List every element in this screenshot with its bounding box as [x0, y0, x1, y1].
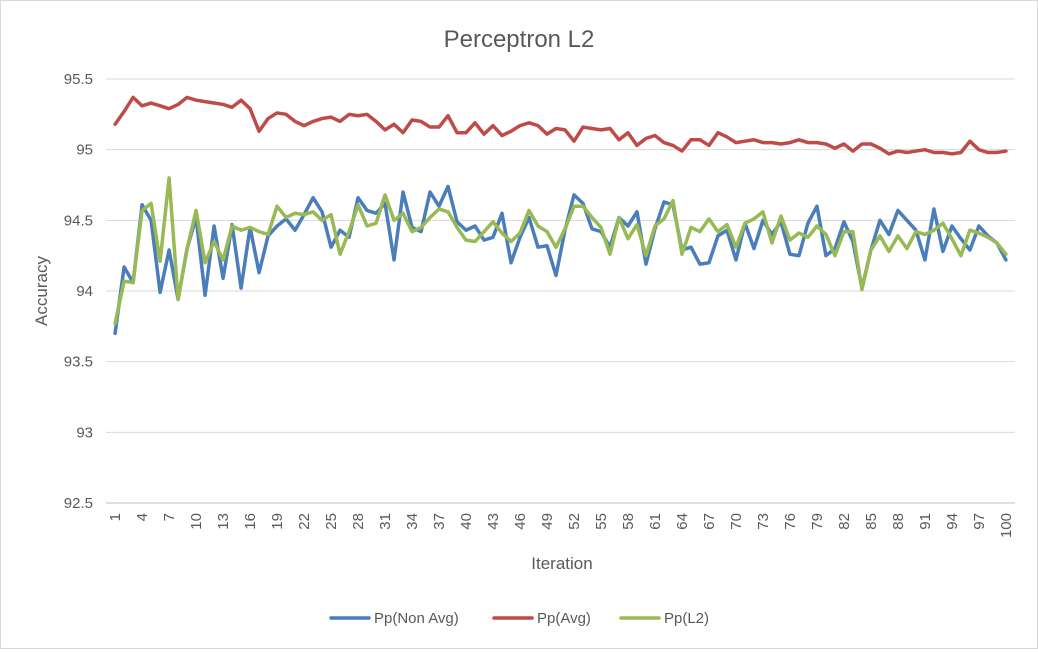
y-tick-label: 95.5: [64, 71, 93, 88]
x-tick-label: 55: [593, 513, 610, 530]
x-tick-label: 22: [296, 513, 313, 530]
legend: Pp(Non Avg) Pp(Avg) Pp(L2): [329, 610, 709, 627]
x-tick-label: 94: [944, 513, 961, 530]
x-tick-label: 58: [620, 513, 637, 530]
y-axis-ticks: 92.5 93 93.5 94 94.5 95 95.5: [64, 71, 93, 512]
x-tick-label: 79: [809, 513, 826, 530]
x-axis-ticks: 1 4 7 10 13 16 19 22 25 28 31 34 37 40 43 46 49 52 55 58 61 6…: [107, 513, 1015, 538]
y-tick-label: 93: [76, 424, 93, 441]
x-tick-label: 25: [323, 513, 340, 530]
legend-label: Pp(Non Avg): [374, 610, 459, 627]
x-tick-label: 97: [971, 513, 988, 530]
series-lines: [113, 95, 1008, 336]
x-tick-label: 76: [782, 513, 799, 530]
x-tick-label: 82: [836, 513, 853, 530]
y-tick-label: 95: [76, 142, 93, 159]
x-tick-label: 37: [431, 513, 448, 530]
y-axis-title: Accuracy: [32, 256, 51, 326]
y-tick-label: 94: [76, 283, 93, 300]
x-tick-label: 19: [269, 513, 286, 530]
x-axis-title: Iteration: [531, 554, 592, 573]
x-tick-label: 49: [539, 513, 556, 530]
x-tick-label: 52: [566, 513, 583, 530]
x-tick-label: 31: [377, 513, 394, 530]
x-tick-label: 7: [161, 513, 178, 521]
x-tick-label: 10: [188, 513, 205, 530]
chart-title: Perceptron L2: [444, 26, 595, 53]
series-line-2: [113, 95, 1008, 156]
x-tick-label: 40: [458, 513, 475, 530]
x-tick-label: 13: [215, 513, 232, 530]
series-line-3: [113, 176, 1008, 326]
x-tick-label: 4: [134, 513, 151, 521]
y-tick-label: 93.5: [64, 354, 93, 371]
x-tick-label: 1: [107, 513, 124, 521]
x-tick-label: 73: [755, 513, 772, 530]
x-tick-label: 85: [863, 513, 880, 530]
x-tick-label: 34: [404, 513, 421, 530]
x-tick-label: 43: [485, 513, 502, 530]
y-tick-label: 94.5: [64, 212, 93, 229]
x-tick-label: 61: [647, 513, 664, 530]
x-tick-label: 91: [917, 513, 934, 530]
x-tick-label: 28: [350, 513, 367, 530]
gridlines: [106, 78, 1015, 433]
legend-label: Pp(L2): [664, 610, 709, 627]
y-tick-label: 92.5: [64, 495, 93, 512]
x-tick-label: 70: [728, 513, 745, 530]
legend-label: Pp(Avg): [537, 610, 591, 627]
series-line-1: [113, 184, 1008, 336]
x-tick-label: 64: [674, 513, 691, 530]
x-tick-label: 16: [242, 513, 259, 530]
x-tick-label: 67: [701, 513, 718, 530]
x-tick-label: 46: [512, 513, 529, 530]
x-tick-label: 88: [890, 513, 907, 530]
x-tick-label: 100: [998, 513, 1015, 538]
